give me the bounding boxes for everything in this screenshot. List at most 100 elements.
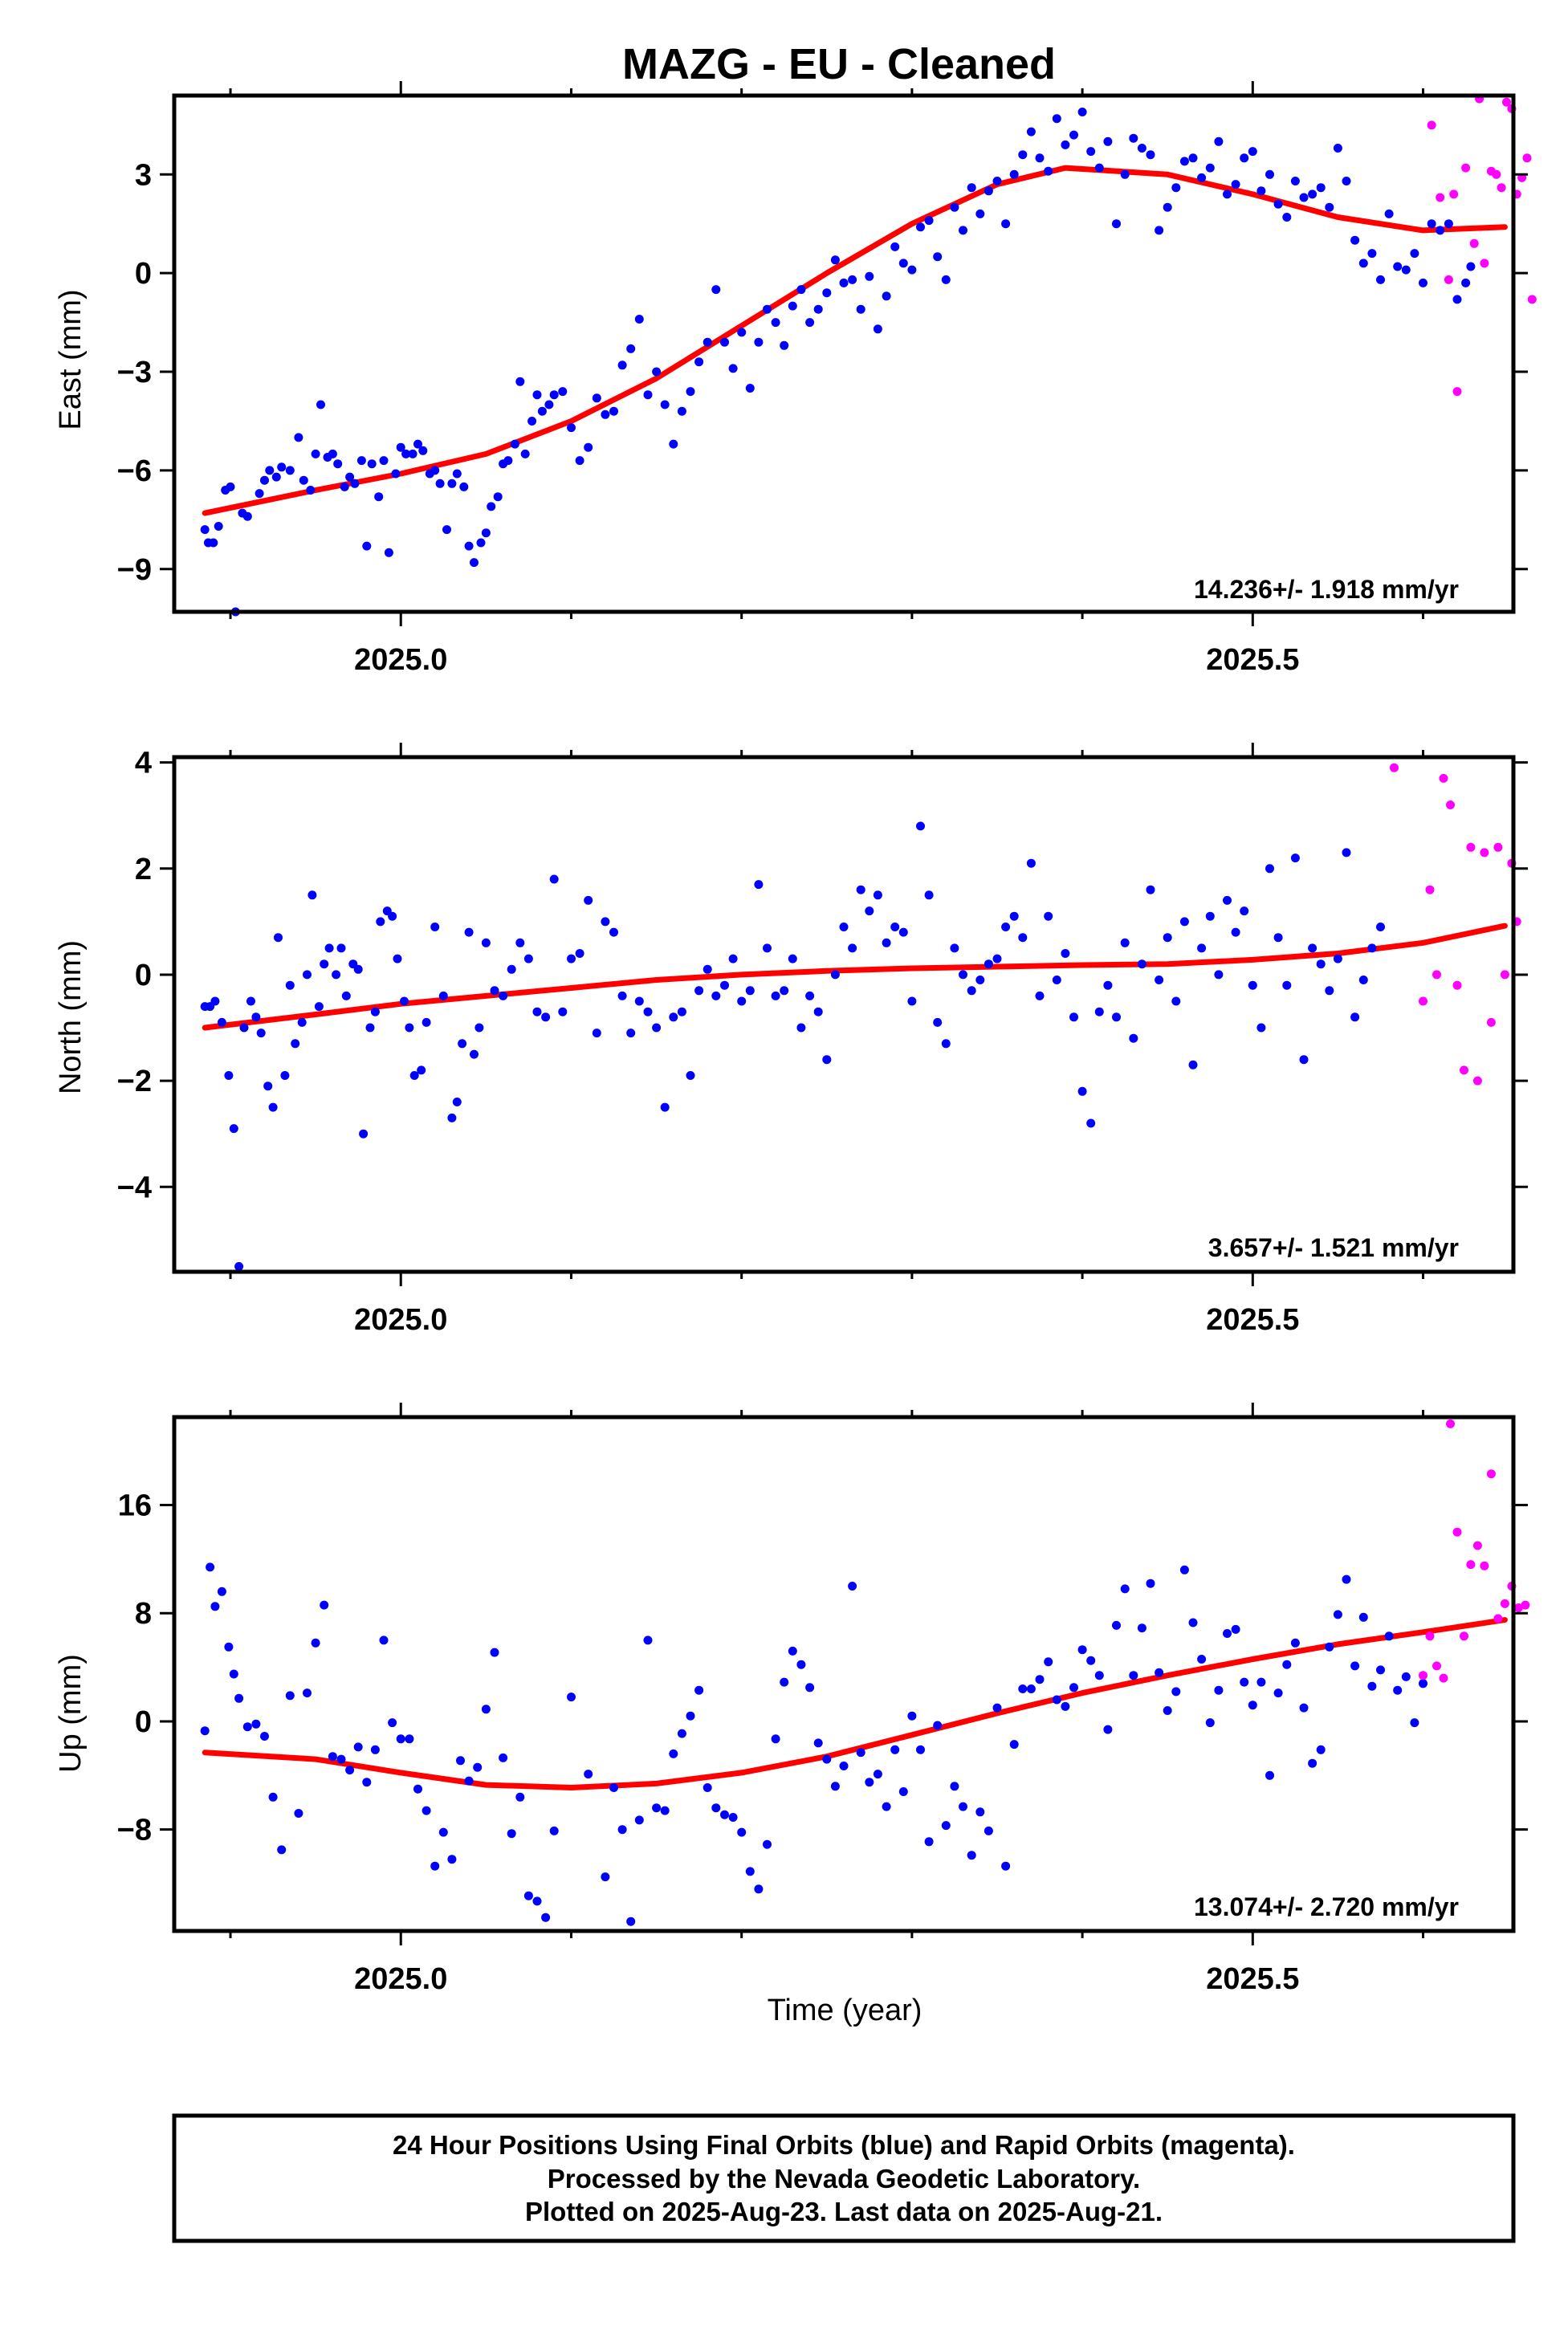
north-final-point (898, 927, 908, 937)
north-final-point (365, 1023, 375, 1033)
north-final-point (234, 1261, 244, 1271)
north-final-point (256, 1029, 266, 1038)
east-final-point (865, 271, 874, 281)
north-final-point (324, 943, 334, 953)
east-final-point (848, 275, 857, 284)
north-final-point (481, 938, 491, 947)
north-rapid-point (1500, 970, 1509, 980)
east-final-point (1308, 189, 1318, 199)
east-final-point (1112, 219, 1121, 229)
east-final-point (601, 409, 610, 419)
north-final-point (737, 996, 747, 1006)
east-y-tick-label: −9 (117, 553, 152, 587)
east-final-point (643, 390, 653, 400)
up-final-point (924, 1837, 934, 1847)
up-rapid-point (1466, 1560, 1476, 1570)
north-final-point (1001, 923, 1011, 931)
east-rapid-point (1469, 238, 1479, 248)
up-final-point (669, 1749, 678, 1758)
east-axis-label: East (mm) (54, 289, 88, 430)
up-rapid-point (1446, 1419, 1455, 1428)
north-final-point (332, 970, 341, 980)
up-y-tick-label: 0 (135, 1705, 152, 1739)
east-final-point (435, 479, 445, 488)
up-y-tick-label: 16 (118, 1489, 152, 1522)
up-final-point (464, 1776, 474, 1786)
up-final-point (396, 1734, 405, 1744)
east-final-point (481, 528, 491, 538)
up-final-point (1231, 1624, 1240, 1634)
east-final-point (510, 439, 519, 449)
up-rapid-point (1486, 1469, 1496, 1479)
north-final-point (523, 954, 533, 963)
east-final-point (763, 304, 772, 314)
east-final-point (660, 400, 670, 409)
east-final-point (1376, 275, 1385, 284)
north-rapid-point (1493, 842, 1503, 852)
up-final-point (422, 1806, 431, 1815)
north-final-point (1358, 976, 1368, 984)
up-final-point (950, 1782, 959, 1791)
up-final-point (771, 1734, 780, 1744)
up-final-point (1146, 1578, 1155, 1588)
east-final-point (1240, 153, 1249, 163)
east-final-point (1466, 262, 1476, 271)
north-rapid-point (1425, 885, 1435, 894)
north-final-point (1367, 943, 1377, 953)
east-final-point (975, 209, 985, 218)
footer-line-2: Processed by the Nevada Geodetic Laborat… (548, 2164, 1140, 2194)
east-final-point (796, 285, 806, 295)
east-final-point (1223, 189, 1232, 199)
north-final-point (822, 1055, 832, 1065)
east-final-point (788, 301, 797, 311)
up-rapid-point (1521, 1600, 1530, 1610)
up-final-point (217, 1587, 226, 1596)
north-final-point (1146, 885, 1155, 894)
up-final-point (916, 1745, 925, 1754)
north-final-point (652, 1023, 662, 1033)
up-final-point (447, 1855, 457, 1864)
east-final-point (992, 177, 1002, 185)
east-final-point (299, 475, 308, 485)
up-final-point (1112, 1620, 1121, 1630)
up-final-point (1188, 1618, 1198, 1627)
up-final-point (634, 1815, 644, 1825)
east-final-point (503, 456, 513, 466)
north-final-point (1035, 991, 1045, 1000)
up-final-point (388, 1718, 397, 1728)
up-final-point (737, 1827, 747, 1837)
north-final-point (1223, 895, 1232, 905)
up-rapid-point (1472, 1541, 1482, 1550)
east-final-point (1427, 219, 1436, 229)
north-final-point (1265, 864, 1274, 874)
up-final-point (1001, 1861, 1011, 1871)
north-final-point (507, 964, 516, 974)
up-final-point (430, 1861, 440, 1871)
east-final-point (367, 459, 377, 469)
north-final-point (1188, 1060, 1198, 1069)
up-rapid-point (1493, 1614, 1503, 1623)
up-final-point (1120, 1584, 1130, 1594)
east-final-point (384, 548, 393, 557)
east-final-point (340, 482, 349, 491)
north-final-point (933, 1017, 943, 1027)
up-final-point (907, 1711, 917, 1721)
east-final-point (470, 558, 479, 568)
east-final-point (1248, 147, 1257, 157)
up-x-tick-label: 2025.0 (354, 1962, 447, 1996)
up-final-point (617, 1825, 627, 1835)
up-final-point (763, 1839, 772, 1849)
north-final-point (839, 923, 849, 931)
east-final-point (200, 525, 210, 535)
east-final-point (1256, 186, 1266, 196)
up-final-point (1061, 1701, 1070, 1711)
up-final-point (413, 1784, 422, 1794)
north-final-point (924, 890, 934, 900)
up-final-point (745, 1867, 755, 1876)
north-final-point (584, 895, 593, 905)
north-final-point (754, 880, 764, 890)
east-final-point (873, 324, 882, 334)
east-final-point (1316, 183, 1326, 193)
north-final-point (291, 1039, 300, 1049)
north-rapid-point (1472, 1076, 1482, 1086)
